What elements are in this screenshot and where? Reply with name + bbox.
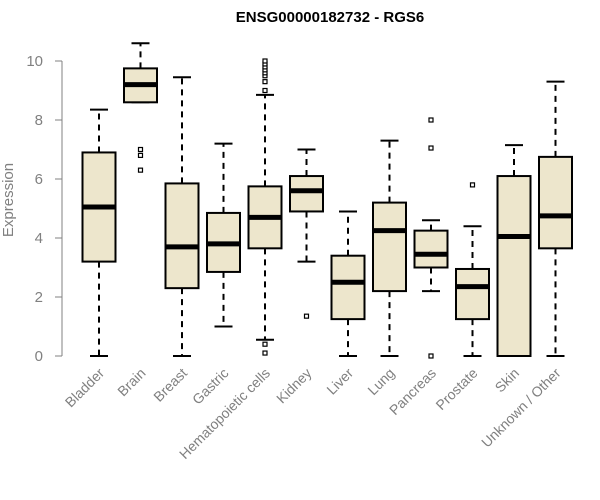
iqr-box xyxy=(164,182,200,290)
box-hematopoietic-cells xyxy=(247,58,283,356)
box-breast xyxy=(164,76,200,357)
iqr-box xyxy=(413,229,449,269)
outlier-point xyxy=(303,313,310,319)
x-tick-label: Breast xyxy=(150,365,190,405)
iqr-box xyxy=(538,155,573,250)
x-tick-label: Lung xyxy=(364,365,397,398)
outlier-point xyxy=(262,79,268,85)
y-tick-label: 6 xyxy=(35,171,43,188)
y-tick-label: 4 xyxy=(35,230,43,247)
outlier-point xyxy=(262,87,268,94)
y-axis: 0 2 4 6 8 10 xyxy=(26,53,63,365)
x-tick-label: Brain xyxy=(114,365,148,399)
x-tick-label: Liver xyxy=(323,365,356,398)
outlier-point xyxy=(262,350,268,356)
y-tick-label: 0 xyxy=(35,348,43,365)
iqr-box xyxy=(455,267,490,321)
outlier-point xyxy=(262,341,268,347)
outlier-point xyxy=(262,58,268,64)
chart-title: ENSG00000182732 - RGS6 xyxy=(236,9,424,26)
box-gastric xyxy=(206,142,241,328)
iqr-box xyxy=(330,254,366,321)
x-tick-label: Bladder xyxy=(62,365,108,411)
box-brain xyxy=(123,42,158,173)
box-liver xyxy=(330,210,366,357)
box-kidney xyxy=(289,148,324,319)
x-tick-label: Skin xyxy=(492,365,523,396)
box-bladder xyxy=(81,108,117,357)
outlier-point xyxy=(428,353,434,359)
box-pancreas xyxy=(413,117,449,359)
iqr-box xyxy=(496,175,532,357)
y-axis-label: Expression xyxy=(0,163,17,237)
outlier-point xyxy=(428,117,434,123)
x-tick-label: Kidney xyxy=(273,365,315,407)
outlier-point xyxy=(428,145,434,151)
iqr-box xyxy=(372,201,407,293)
box-unknown-other xyxy=(538,80,573,357)
outlier-point xyxy=(137,152,144,158)
box-prostate xyxy=(455,182,490,357)
y-tick-label: 2 xyxy=(35,289,43,306)
outlier-point xyxy=(137,146,144,153)
boxplot-boxes xyxy=(81,42,573,359)
y-tick-label: 10 xyxy=(26,53,43,70)
box-lung xyxy=(372,139,407,357)
x-tick-label: Prostate xyxy=(432,365,480,413)
outlier-point xyxy=(469,182,476,188)
outlier-point xyxy=(137,167,144,173)
iqr-box xyxy=(289,175,324,213)
y-tick-label: 8 xyxy=(35,112,43,129)
box-skin xyxy=(496,144,532,357)
x-tick-label: Unknown / Other xyxy=(478,365,564,451)
